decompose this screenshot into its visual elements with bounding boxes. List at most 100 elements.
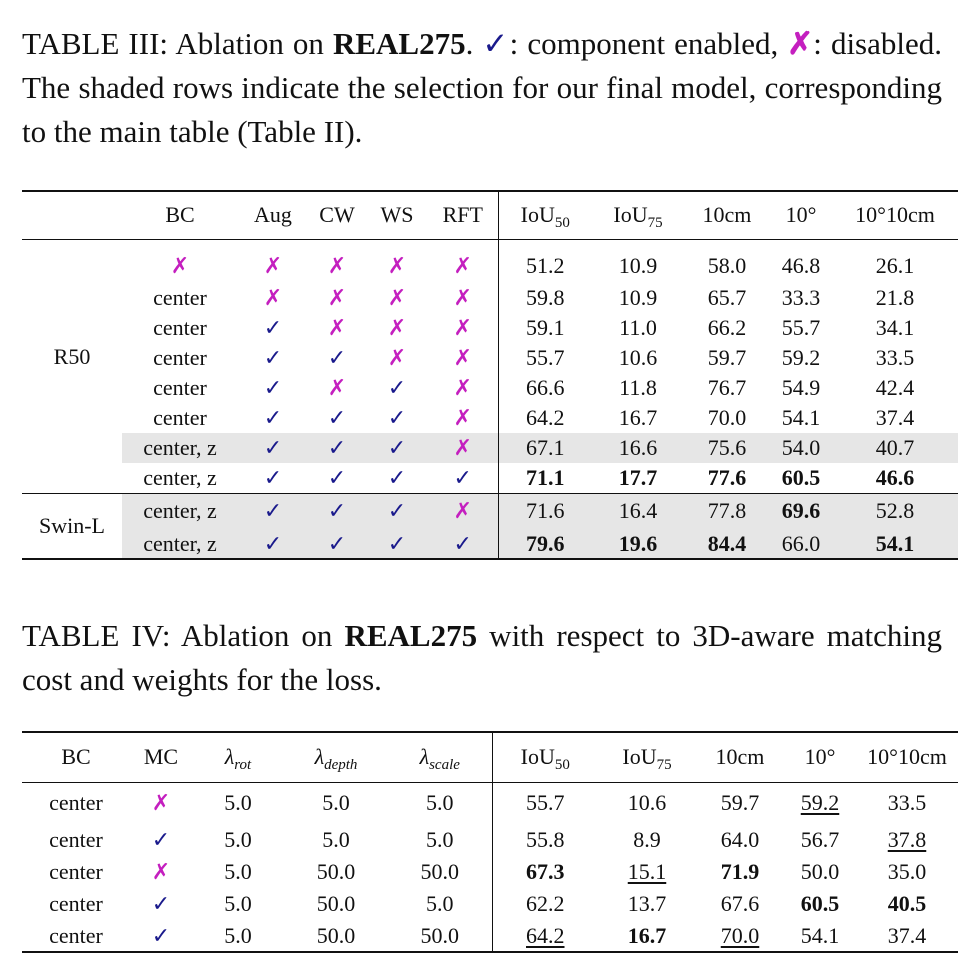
table4-caption: TABLE IV: Ablation on REAL275 with respe… <box>22 614 942 702</box>
cell-iou75: 10.6 <box>627 790 667 816</box>
cell-cm10: 65.7 <box>707 285 747 310</box>
cell-deg10: 54.1 <box>781 405 821 430</box>
table-row: center, z ✓ ✓ ✓ ✓ 71.1 17.7 77.6 60.5 46.6 <box>22 463 958 493</box>
cell-aug: ✓ <box>263 315 283 340</box>
cell-bc: center <box>153 405 207 430</box>
cell-bc: center, z <box>122 493 238 529</box>
table-row: center ✓ 5.0 5.0 5.0 55.8 8.9 64.0 56.7 37.8 <box>22 824 958 856</box>
cell-deg10cm10: 46.6 <box>875 464 915 490</box>
table-row: center ✓ ✗ ✓ ✗ 66.6 11.8 76.7 54.9 42.4 <box>22 373 958 403</box>
cell-rot: 5.0 <box>224 891 252 916</box>
cell-rot: 5.0 <box>224 790 252 816</box>
table4-header-row: BC MC λrot λdepth λscale IoU50 IoU75 10c… <box>22 732 958 782</box>
cell-iou75: 10.9 <box>618 253 658 279</box>
cell-mc: ✓ <box>151 922 171 948</box>
cell-deg10cm10: 33.5 <box>875 345 915 370</box>
cell-bc: center <box>153 285 207 310</box>
header-aug: Aug <box>254 202 292 228</box>
header-rft: RFT <box>428 191 499 239</box>
cell-iou50: 71.1 <box>526 464 565 490</box>
cell-deg10: 50.0 <box>800 859 840 884</box>
cell-deg10cm10: 40.5 <box>887 891 927 916</box>
cell-scale: 5.0 <box>388 824 493 856</box>
header-10deg10cm: 10°10cm <box>867 744 947 770</box>
table-row: center ✓ ✓ ✗ ✗ 55.7 10.6 59.7 59.2 33.5 <box>22 343 958 373</box>
cell-deg10cm10: 40.7 <box>832 433 958 463</box>
cell-iou50: 67.1 <box>498 433 592 463</box>
cell-cm10: 59.7 <box>720 790 760 816</box>
table3-caption-prefix: TABLE III: Ablation on <box>22 26 333 61</box>
cell-rft: ✓ <box>428 529 499 559</box>
table3-caption-dataset: REAL275 <box>332 26 466 61</box>
table3: BC Aug CW WS RFT IoU50 IoU75 10cm 10° 10… <box>22 190 958 560</box>
cell-iou75: 10.6 <box>618 345 658 370</box>
cell-ws: ✗ <box>387 345 407 370</box>
cell-iou50: 55.7 <box>526 345 565 370</box>
table4-caption-prefix: TABLE IV: Ablation on <box>22 618 345 653</box>
cell-iou75: 10.9 <box>618 285 658 310</box>
cell-cm10: 71.9 <box>720 859 760 884</box>
cell-deg10: 55.7 <box>781 315 821 340</box>
cell-deg10cm10: 34.1 <box>875 315 915 340</box>
cell-iou75: 17.7 <box>618 464 658 490</box>
header-lambda-scale: λscale <box>388 732 493 782</box>
cell-deg10: 54.0 <box>770 433 832 463</box>
cell-deg10: 69.6 <box>770 493 832 529</box>
cell-iou75: 15.1 <box>627 859 667 884</box>
cell-bc: center <box>49 827 103 852</box>
cell-deg10: 33.3 <box>781 285 821 310</box>
cell-deg10cm10: 42.4 <box>875 375 915 400</box>
cell-bc: center, z <box>143 464 217 490</box>
cell-cm10: 77.8 <box>684 493 770 529</box>
cross-icon: ✗ <box>787 26 814 61</box>
cell-mc: ✓ <box>151 891 171 916</box>
header-10cm: 10cm <box>715 744 765 770</box>
cell-depth: 50.0 <box>316 922 356 948</box>
cell-iou75: 16.7 <box>627 922 667 948</box>
cell-cw: ✓ <box>308 433 366 463</box>
header-ws: WS <box>380 202 414 228</box>
table-row: center ✗ 5.0 50.0 50.0 67.3 15.1 71.9 50.0 35.0 <box>22 856 958 888</box>
cell-cw: ✗ <box>327 285 347 310</box>
cell-iou75: 13.7 <box>627 891 667 916</box>
cell-rot: 5.0 <box>224 922 252 948</box>
cell-rft: ✗ <box>428 239 499 283</box>
cell-ws: ✓ <box>366 493 428 529</box>
cell-cm10: 77.6 <box>707 464 747 490</box>
cell-cw: ✓ <box>327 345 347 370</box>
header-bc: BC <box>165 202 195 228</box>
cell-aug: ✓ <box>263 375 283 400</box>
table4-body: center ✗ 5.0 5.0 5.0 55.7 10.6 59.7 59.2 33.5 cent… <box>22 782 958 952</box>
cell-depth: 50.0 <box>316 859 356 884</box>
cell-iou50: 51.2 <box>526 253 565 279</box>
cell-aug: ✗ <box>263 285 283 310</box>
header-iou50: IoU50 <box>520 744 570 774</box>
cell-bc: center <box>49 859 103 884</box>
cell-iou75: 16.6 <box>592 433 684 463</box>
cell-bc: center <box>153 375 207 400</box>
table3-header-row: BC Aug CW WS RFT IoU50 IoU75 10cm 10° 10… <box>22 191 958 239</box>
cell-cm10: 84.4 <box>684 529 770 559</box>
table3-swin-group: Swin-L center, z ✓ ✓ ✓ ✗ 71.6 16.4 77.8 69.6 52.8 c… <box>22 493 958 559</box>
group-label-swin: Swin-L <box>39 512 105 538</box>
cell-scale: 50.0 <box>388 856 493 888</box>
header-iou75: IoU75 <box>613 202 663 232</box>
cell-iou75: 11.0 <box>619 315 657 340</box>
cell-deg10: 60.5 <box>781 464 821 490</box>
cell-deg10cm10: 37.8 <box>887 827 927 852</box>
cell-iou50: 55.7 <box>526 790 565 816</box>
cell-deg10cm10: 54.1 <box>832 529 958 559</box>
table-row: R50 ✗ ✗ ✗ ✗ ✗ 51.2 10.9 58.0 46.8 26.1 <box>22 239 958 369</box>
cell-bc: center <box>49 891 103 916</box>
cell-cw: ✗ <box>327 315 347 340</box>
cell-iou75: 19.6 <box>592 529 684 559</box>
header-10deg: 10° <box>785 202 817 228</box>
cell-ws: ✗ <box>387 285 407 310</box>
cell-deg10cm10: 33.5 <box>887 790 927 816</box>
cell-aug: ✓ <box>263 464 283 490</box>
cell-rft: ✗ <box>428 313 499 343</box>
cell-deg10: 66.0 <box>770 529 832 559</box>
table-row: center ✗ 5.0 5.0 5.0 55.7 10.6 59.7 59.2 33.5 <box>22 782 958 824</box>
cell-iou50: 64.2 <box>526 405 565 430</box>
cell-iou50: 59.1 <box>526 315 565 340</box>
